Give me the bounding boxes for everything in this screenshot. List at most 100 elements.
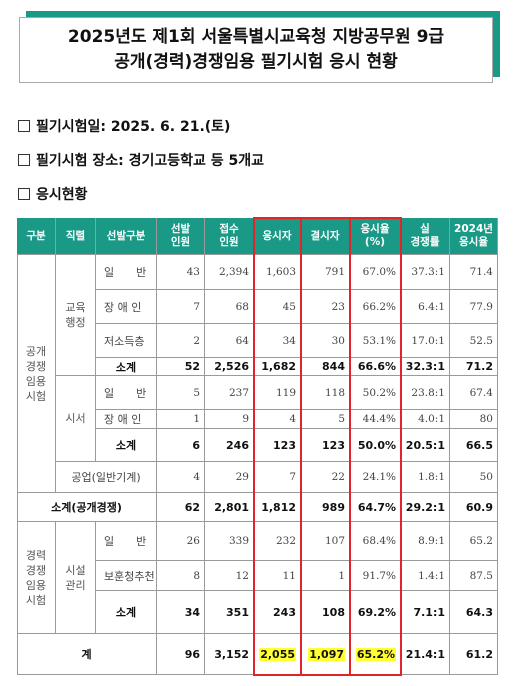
- cell-industry-selected: 4: [157, 462, 205, 493]
- row-label-clerk_sub: 소계: [96, 429, 157, 462]
- cell-admin_lowincome-applied: 64: [205, 324, 254, 358]
- cell-admin_disabled-competition: 6.4:1: [401, 290, 450, 324]
- value-total-applied: 3,152: [214, 647, 249, 661]
- job-admin-label: 교육 행정: [56, 255, 96, 376]
- checkbox-square-icon: [18, 154, 30, 166]
- cell-admin_sub-attended: 1,682: [254, 358, 301, 376]
- value-open_sub-rate2024: 60.9: [465, 500, 493, 514]
- cell-industry-competition: 1.8:1: [401, 462, 450, 493]
- value-admin_sub-selected: 52: [184, 360, 200, 373]
- cell-admin_disabled-rate: 66.2%: [350, 290, 401, 324]
- value-clerk_sub-selected: 6: [192, 438, 200, 452]
- value-facility_general-selected: 26: [186, 535, 200, 547]
- value-open_sub-applied: 2,801: [214, 500, 249, 514]
- row-label-admin_general: 일 반: [96, 255, 157, 290]
- cell-admin_sub-selected: 52: [157, 358, 205, 376]
- value-facility_veteran-rate2024: 87.5: [469, 569, 493, 582]
- cell-facility_sub-attended: 243: [254, 591, 301, 634]
- cell-facility_veteran-absent: 1: [301, 561, 350, 591]
- value-clerk_disabled-applied: 9: [242, 413, 249, 425]
- value-facility_general-competition: 8.9:1: [418, 535, 445, 547]
- cell-facility_general-absent: 107: [301, 522, 350, 561]
- value-clerk_general-rate: 50.2%: [362, 386, 396, 399]
- value-admin_lowincome-rate: 53.1%: [362, 334, 396, 347]
- value-industry-competition: 1.8:1: [418, 471, 445, 483]
- value-total-absent: 1,097: [308, 647, 345, 661]
- cell-clerk_disabled-absent: 5: [301, 410, 350, 429]
- cell-clerk_sub-selected: 6: [157, 429, 205, 462]
- cell-total-absent: 1,097: [301, 634, 350, 675]
- title-line-1: 2025년도 제1회 서울특별시교육청 지방공무원 9급: [67, 27, 445, 47]
- cell-facility_sub-absent: 108: [301, 591, 350, 634]
- value-clerk_sub-attended: 123: [273, 438, 296, 452]
- value-facility_veteran-competition: 1.4:1: [418, 569, 445, 582]
- cell-admin_general-rate2024: 71.4: [450, 255, 498, 290]
- value-admin_lowincome-attended: 34: [282, 334, 296, 347]
- value-admin_sub-applied: 2,526: [214, 360, 249, 373]
- cell-industry-applied: 29: [205, 462, 254, 493]
- cell-admin_general-selected: 43: [157, 255, 205, 290]
- checkbox-square-icon: [18, 120, 30, 132]
- value-clerk_sub-competition: 20.5:1: [405, 438, 445, 452]
- cell-industry-rate: 24.1%: [350, 462, 401, 493]
- header-competition: 실 경쟁률: [401, 218, 450, 255]
- cell-total-selected: 96: [157, 634, 205, 675]
- header-attended: 응시자: [254, 218, 301, 255]
- value-clerk_general-selected: 5: [193, 386, 200, 399]
- header-absent: 결시자: [301, 218, 350, 255]
- cell-total-rate: 65.2%: [350, 634, 401, 675]
- cell-admin_lowincome-attended: 34: [254, 324, 301, 358]
- header-rate2024: 2024년 응시율: [450, 218, 498, 255]
- value-clerk_disabled-absent: 5: [338, 413, 345, 425]
- row-label-facility_sub: 소계: [96, 591, 157, 634]
- value-admin_disabled-competition: 6.4:1: [418, 300, 445, 313]
- value-industry-applied: 29: [235, 471, 249, 483]
- value-clerk_sub-absent: 123: [322, 438, 345, 452]
- cell-admin_general-applied: 2,394: [205, 255, 254, 290]
- value-facility_veteran-attended: 11: [282, 569, 296, 582]
- header-type: 선발구분: [96, 218, 157, 255]
- title-line-2: 공개(경력)경쟁임용 필기시험 응시 현황: [114, 52, 398, 72]
- value-clerk_general-competition: 23.8:1: [411, 386, 445, 399]
- cell-clerk_disabled-attended: 4: [254, 410, 301, 429]
- row-label-admin_disabled: 장 애 인: [96, 290, 157, 324]
- value-clerk_disabled-selected: 1: [193, 413, 200, 425]
- cell-facility_general-rate2024: 65.2: [450, 522, 498, 561]
- value-total-attended: 2,055: [259, 647, 296, 661]
- value-open_sub-absent: 989: [322, 500, 345, 514]
- value-facility_general-rate2024: 65.2: [469, 535, 493, 547]
- value-admin_general-rate2024: 71.4: [469, 266, 493, 278]
- cell-total-attended: 2,055: [254, 634, 301, 675]
- cell-clerk_general-rate: 50.2%: [350, 376, 401, 410]
- cell-admin_general-rate: 67.0%: [350, 255, 401, 290]
- cell-facility_general-competition: 8.9:1: [401, 522, 450, 561]
- bullet-exam-place: 필기시험 장소: 경기고등학교 등 5개교: [18, 150, 264, 170]
- row-label-clerk_disabled: 장 애 인: [96, 410, 157, 429]
- value-admin_sub-rate2024: 71.2: [465, 360, 493, 373]
- value-facility_general-absent: 107: [324, 535, 345, 547]
- cell-admin_general-competition: 37.3:1: [401, 255, 450, 290]
- value-admin_general-absent: 791: [324, 266, 345, 278]
- cell-open_sub-applied: 2,801: [205, 493, 254, 522]
- cell-open_sub-rate: 64.7%: [350, 493, 401, 522]
- cell-clerk_sub-applied: 246: [205, 429, 254, 462]
- cell-clerk_sub-attended: 123: [254, 429, 301, 462]
- cell-total-rate2024: 61.2: [450, 634, 498, 675]
- cell-clerk_disabled-rate: 44.4%: [350, 410, 401, 429]
- group-career-label: 경력 경쟁 임용 시험: [17, 522, 56, 634]
- cell-open_sub-absent: 989: [301, 493, 350, 522]
- value-facility_sub-absent: 108: [322, 605, 345, 619]
- cell-admin_lowincome-absent: 30: [301, 324, 350, 358]
- value-admin_general-selected: 43: [186, 266, 200, 278]
- cell-admin_sub-rate: 66.6%: [350, 358, 401, 376]
- checkbox-square-icon: [18, 188, 30, 200]
- value-admin_disabled-rate: 66.2%: [362, 300, 396, 313]
- cell-admin_lowincome-rate: 53.1%: [350, 324, 401, 358]
- cell-open_sub-attended: 1,812: [254, 493, 301, 522]
- cell-facility_veteran-rate: 91.7%: [350, 561, 401, 591]
- cell-clerk_sub-competition: 20.5:1: [401, 429, 450, 462]
- value-facility_sub-selected: 34: [184, 605, 200, 619]
- value-facility_general-rate: 68.4%: [362, 535, 396, 547]
- row-label-facility_veteran: 보훈청추천: [96, 561, 157, 591]
